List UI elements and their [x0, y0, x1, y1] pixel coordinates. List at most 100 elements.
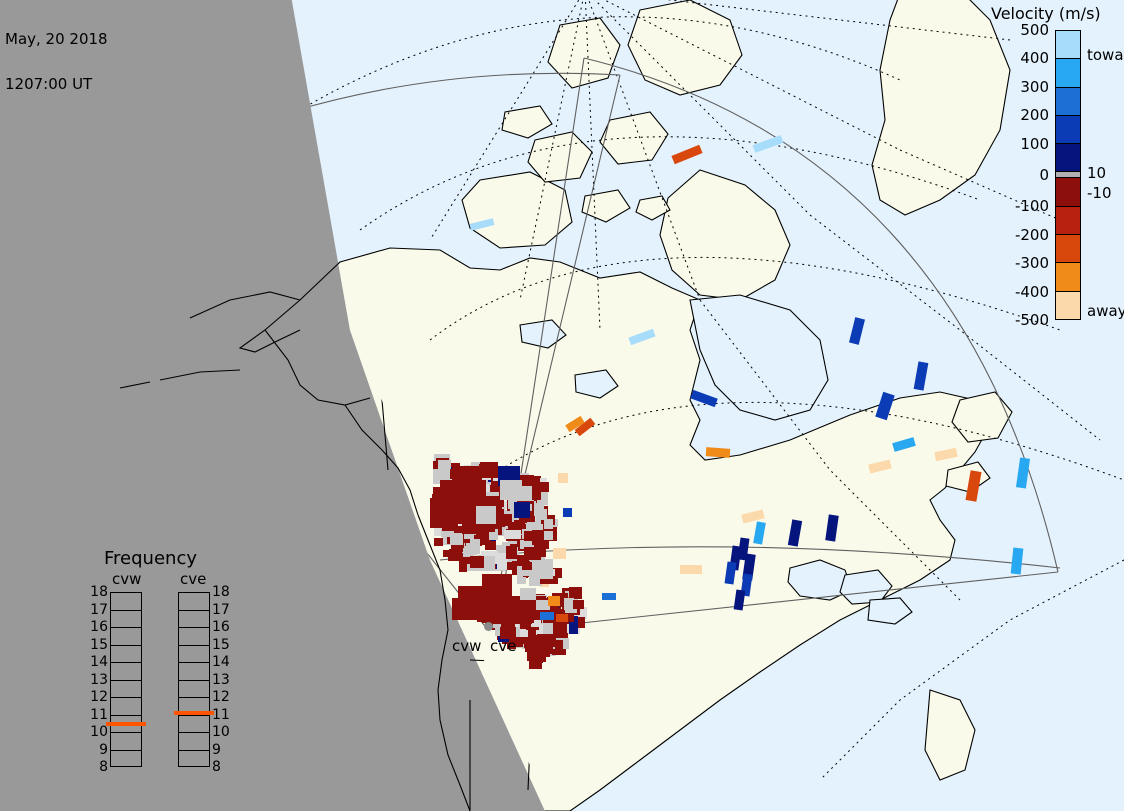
scatter-cell — [556, 614, 568, 622]
scatter-cell — [531, 568, 539, 575]
scatter-cell — [566, 613, 574, 623]
radar-site-label-cve: cve — [490, 637, 517, 655]
scatter-cell — [536, 600, 550, 610]
scatter-cell — [543, 619, 554, 626]
scatter-cell — [570, 616, 578, 627]
frequency-legend: Frequency cvw 18 17 16 15 14 13 12 11 10 9 8 cve 18 17… — [88, 548, 260, 783]
frequency-cell — [179, 751, 209, 769]
timestamp-time: 1207:00 UT — [5, 75, 93, 93]
frequency-cell — [111, 681, 141, 698]
frequency-group-label-cvw: cvw — [112, 570, 142, 588]
velocity-band-7 — [1056, 206, 1080, 236]
frequency-tick-13: 13 — [90, 671, 108, 688]
frequency-tick-10: 10 — [212, 724, 230, 740]
frequency-group-label-cve: cve — [180, 570, 207, 588]
frequency-cell — [111, 698, 141, 716]
scatter-cell — [514, 520, 525, 532]
velocity-tick-neg400: -400 — [1014, 282, 1049, 301]
velocity-cell — [558, 473, 568, 483]
away-label: away — [1087, 302, 1124, 320]
scatter-cell — [553, 623, 564, 635]
scatter-cell — [531, 618, 541, 627]
velocity-legend-title: Velocity (m/s) — [991, 4, 1101, 23]
scatter-cell — [534, 482, 549, 492]
scatter-cell — [526, 524, 543, 533]
frequency-cell — [111, 733, 141, 751]
velocity-tick-500: 500 — [1020, 21, 1049, 39]
scatter-cell — [540, 612, 554, 620]
frequency-tick-17: 17 — [90, 601, 108, 618]
scatter-cell — [430, 498, 454, 528]
scatter-cell — [463, 548, 474, 557]
scatter-cell — [561, 609, 569, 618]
scatter-cell — [462, 520, 480, 534]
velocity-tick-200: 200 — [1020, 106, 1049, 125]
inner-high-label: 10 — [1087, 164, 1107, 182]
frequency-tick-8: 8 — [99, 759, 108, 775]
frequency-cell — [179, 716, 209, 733]
frequency-tick-9: 9 — [212, 741, 221, 758]
scatter-cell — [434, 538, 443, 546]
frequency-tick-9: 9 — [99, 741, 108, 758]
frequency-tick-11: 11 — [90, 706, 108, 723]
velocity-cell — [563, 508, 572, 517]
velocity-colorbar — [1055, 30, 1081, 320]
frequency-tick-15: 15 — [90, 636, 108, 653]
velocity-tick-300: 300 — [1020, 77, 1049, 96]
frequency-cell — [179, 733, 209, 751]
frequency-marker-cvw — [106, 721, 146, 726]
scatter-cell — [498, 514, 512, 526]
timestamp: May, 20 2018 1207:00 UT — [5, 2, 108, 122]
velocity-band-4 — [1056, 144, 1080, 173]
scatter-cell — [441, 529, 454, 537]
frequency-tick-11: 11 — [212, 706, 230, 723]
scatter-cell — [552, 593, 568, 602]
frequency-cell — [179, 593, 209, 611]
scatter-cell — [517, 475, 534, 485]
frequency-tick-15: 15 — [212, 636, 230, 653]
scatter-cell — [494, 553, 508, 561]
scatter-cell — [548, 596, 560, 606]
scatter-cell — [472, 532, 480, 540]
scatter-cell — [534, 503, 544, 516]
velocity-band-3 — [1056, 115, 1080, 145]
frequency-tick-8: 8 — [212, 759, 221, 775]
scatter-cell — [459, 558, 467, 572]
velocity-band-2 — [1056, 87, 1080, 116]
scatter-cell — [540, 576, 558, 584]
velocity-tick-0: 0 — [1039, 166, 1049, 184]
scatter-cell — [536, 624, 543, 635]
scatter-cell — [525, 643, 540, 652]
scatter-cell — [470, 556, 484, 568]
scatter-cell — [500, 627, 516, 639]
frequency-cell — [111, 751, 141, 769]
scatter-cell — [517, 555, 534, 565]
frequency-cell — [111, 611, 141, 628]
velocity-cell — [553, 548, 566, 559]
scatter-cell — [532, 512, 541, 525]
frequency-cell — [179, 698, 209, 716]
scatter-cell — [544, 638, 556, 647]
frequency-tick-14: 14 — [212, 654, 230, 670]
scatter-cell — [504, 530, 521, 539]
frequency-tick-13: 13 — [212, 671, 230, 688]
frequency-tick-18: 18 — [212, 584, 230, 600]
scatter-cell — [569, 622, 578, 634]
frequency-cell — [179, 646, 209, 663]
scatter-cell — [537, 491, 548, 505]
scatter-cell — [514, 502, 530, 518]
velocity-tick-100: 100 — [1020, 134, 1049, 153]
velocity-tick-neg100: -100 — [1014, 197, 1049, 216]
frequency-cell — [179, 611, 209, 628]
scatter-cell — [476, 506, 496, 524]
scatter-cell — [478, 523, 495, 532]
scatter-cell — [516, 486, 532, 500]
scatter-cell — [492, 614, 532, 624]
frequency-tick-17: 17 — [212, 601, 230, 618]
frequency-cell — [111, 646, 141, 663]
inner-low-label: -10 — [1087, 184, 1112, 202]
frequency-ticks-cve: 18 17 16 15 14 13 12 11 10 9 8 — [212, 584, 238, 775]
timestamp-date: May, 20 2018 — [5, 30, 108, 48]
frequency-ticks-cvw: 18 17 16 15 14 13 12 11 10 9 8 — [82, 584, 108, 775]
